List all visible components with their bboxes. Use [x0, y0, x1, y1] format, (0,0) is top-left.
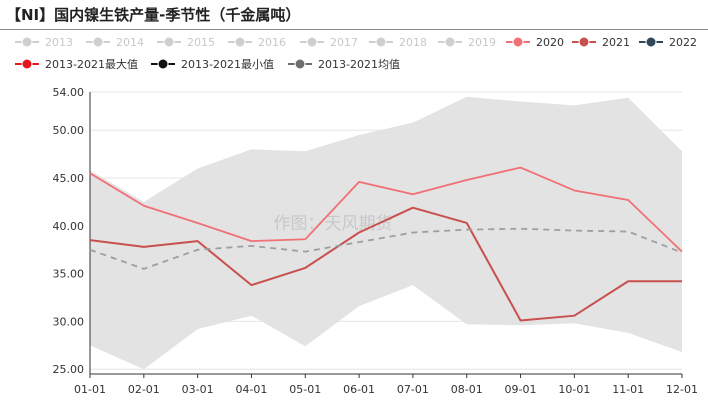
- watermark: 作图：天风期货: [274, 214, 393, 234]
- legend-item[interactable]: 2013-2021最大值: [15, 57, 138, 71]
- x-tick-label: 01-01: [74, 383, 106, 396]
- x-tick-label: 09-01: [505, 383, 537, 396]
- series-line-2021: [89, 206, 682, 322]
- legend-marker-icon: [578, 36, 590, 48]
- legend-label: 2014: [116, 36, 144, 49]
- legend-item[interactable]: 2014: [86, 36, 144, 49]
- legend-item[interactable]: 2022: [639, 36, 697, 49]
- legend-label: 2013-2021最小值: [181, 58, 274, 71]
- legend-label: 2013-2021均值: [318, 58, 400, 71]
- x-tick-label: 07-01: [397, 383, 429, 396]
- legend-label: 2018: [399, 36, 427, 49]
- legend-item[interactable]: 2013-2021最小值: [151, 58, 274, 71]
- legend-label: 2020: [536, 36, 564, 49]
- legend-marker-icon: [375, 36, 387, 48]
- legend-label: 2013: [45, 36, 73, 49]
- legend-item[interactable]: 2019: [438, 36, 496, 49]
- legend-item[interactable]: 2017: [300, 36, 358, 49]
- x-tick-label: 12-01: [666, 383, 698, 396]
- y-tick-label: 40.00: [53, 220, 85, 233]
- plot-area: 25.00 30.00 35.00 40.00 45.00 50.00 54.00 作图：天风…: [53, 86, 698, 396]
- series-line-2013-2021均值: [89, 227, 683, 270]
- x-tick-label: 06-01: [343, 383, 375, 396]
- legend-label: 2021: [602, 36, 630, 49]
- legend-marker-icon: [306, 36, 318, 48]
- chart-title-bar: 【NI】国内镍生铁产量-季节性（千金属吨）: [0, 0, 708, 30]
- legend-item[interactable]: 2013: [15, 36, 73, 49]
- legend-marker-icon: [21, 58, 33, 70]
- legend-marker-icon: [294, 58, 306, 70]
- x-tick-label: 05-01: [289, 383, 321, 396]
- y-tick-label: 35.00: [53, 268, 85, 281]
- legend-label: 2015: [187, 36, 215, 49]
- legend-marker-icon: [163, 36, 175, 48]
- chart-title: 【NI】国内镍生铁产量-季节性（千金属吨）: [6, 6, 301, 24]
- legend-label: 2016: [258, 36, 286, 49]
- y-tick-label: 54.00: [53, 86, 85, 99]
- legend-marker-icon: [157, 58, 169, 70]
- x-tick-label: 10-01: [558, 383, 590, 396]
- legend-item[interactable]: 2013-2021均值: [288, 58, 400, 71]
- legend-label: 2019: [468, 36, 496, 49]
- x-tick-label: 08-01: [451, 383, 483, 396]
- legend-marker-icon: [645, 36, 657, 48]
- legend-item[interactable]: 2016: [228, 36, 286, 49]
- max-min-band: [90, 96, 682, 370]
- legend-label: 2013-2021最大值: [45, 57, 138, 71]
- y-tick-label: 50.00: [53, 124, 85, 137]
- y-tick-label: 45.00: [53, 172, 85, 185]
- legend-item[interactable]: 2018: [369, 36, 427, 49]
- x-tick-label: 11-01: [612, 383, 644, 396]
- legend-marker-icon: [444, 36, 456, 48]
- legend-marker-icon: [234, 36, 246, 48]
- legend-marker-icon: [21, 36, 33, 48]
- legend-marker-icon: [512, 36, 524, 48]
- legend-item[interactable]: 2020: [506, 36, 564, 49]
- legend-item[interactable]: 2021: [572, 36, 630, 49]
- legend-label: 2017: [330, 36, 358, 49]
- legend-label: 2022: [669, 36, 697, 49]
- y-tick-label: 25.00: [53, 363, 85, 376]
- series-line-2020: [89, 166, 683, 253]
- legend-marker-icon: [92, 36, 104, 48]
- y-tick-label: 30.00: [53, 315, 85, 328]
- x-tick-label: 04-01: [235, 383, 267, 396]
- x-tick-label: 03-01: [182, 383, 214, 396]
- x-tick-label: 02-01: [128, 383, 160, 396]
- legend-item[interactable]: 2015: [157, 36, 215, 49]
- legend[interactable]: 2013 2014 2015 2016 2017 2018 2019 2020 2021 2022…: [15, 36, 697, 71]
